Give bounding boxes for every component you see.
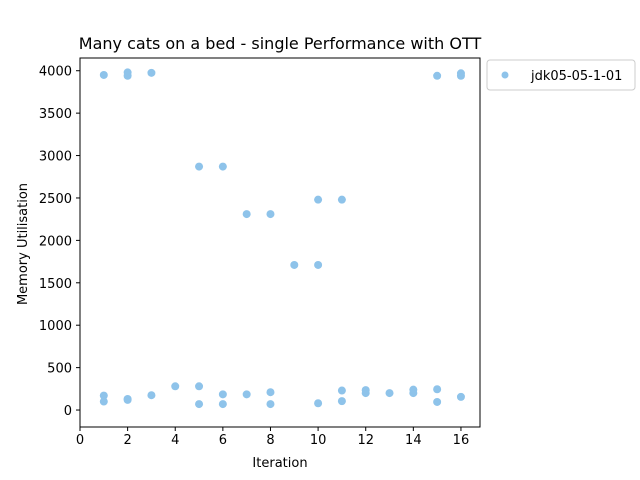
legend-frame [486, 59, 636, 91]
y-tick-label: 2000 [39, 234, 72, 249]
x-tick-label: 12 [357, 433, 374, 448]
data-point [433, 397, 442, 406]
data-point [218, 390, 227, 399]
data-point [147, 391, 156, 400]
x-axis-title: Iteration [252, 456, 307, 471]
y-tick-label: 0 [64, 404, 72, 419]
x-tick-label: 8 [266, 433, 274, 448]
data-point [195, 162, 204, 171]
data-point [195, 400, 204, 409]
data-point [337, 386, 346, 395]
y-tick-label: 1000 [39, 319, 72, 334]
data-point [456, 71, 465, 80]
data-point [266, 400, 275, 409]
x-tick-label: 10 [310, 433, 327, 448]
x-tick-label: 4 [171, 433, 179, 448]
x-tick-label: 6 [219, 433, 227, 448]
data-point [385, 389, 394, 398]
data-point [218, 162, 227, 171]
data-point [242, 210, 251, 219]
x-axis: 0 2 4 6 8 10 12 14 16 [76, 427, 469, 448]
data-point [99, 397, 108, 406]
legend: jdk05-05-1-01 [486, 59, 636, 91]
y-tick-label: 3500 [39, 107, 72, 122]
data-point [123, 71, 132, 80]
x-tick-label: 0 [76, 433, 84, 448]
data-point [409, 389, 418, 398]
data-point [314, 399, 323, 408]
x-tick-label: 16 [453, 433, 470, 448]
data-point [456, 392, 465, 401]
y-tick-label: 500 [47, 362, 72, 377]
data-point [314, 195, 323, 204]
data-point [99, 391, 108, 400]
y-tick-label: 4000 [39, 65, 72, 80]
data-point [242, 390, 251, 399]
y-axis: 0 500 1000 1500 2000 2500 3000 3500 4000 [39, 65, 80, 419]
data-point [433, 71, 442, 80]
data-point [99, 70, 108, 79]
y-tick-label: 2500 [39, 192, 72, 207]
legend-label: jdk05-05-1-01 [530, 69, 622, 84]
x-tick-label: 2 [123, 433, 131, 448]
y-axis-title: Memory Utilisation [16, 183, 31, 305]
data-point [195, 382, 204, 391]
data-point [266, 210, 275, 219]
data-point [290, 260, 299, 269]
y-tick-label: 1500 [39, 277, 72, 292]
data-point [123, 395, 132, 404]
chart-title: Many cats on a bed - single Performance … [79, 34, 482, 53]
legend-marker [501, 71, 509, 79]
data-point [433, 385, 442, 394]
x-tick-label: 14 [405, 433, 422, 448]
data-point [337, 195, 346, 204]
y-tick-label: 3000 [39, 150, 72, 165]
data-point [147, 68, 156, 77]
data-point [171, 382, 180, 391]
data-point [218, 400, 227, 409]
data-point [314, 260, 323, 269]
axes-frame [79, 57, 481, 428]
data-point [361, 389, 370, 398]
data-point [337, 397, 346, 406]
plot-area [79, 57, 481, 428]
data-point [266, 388, 275, 397]
